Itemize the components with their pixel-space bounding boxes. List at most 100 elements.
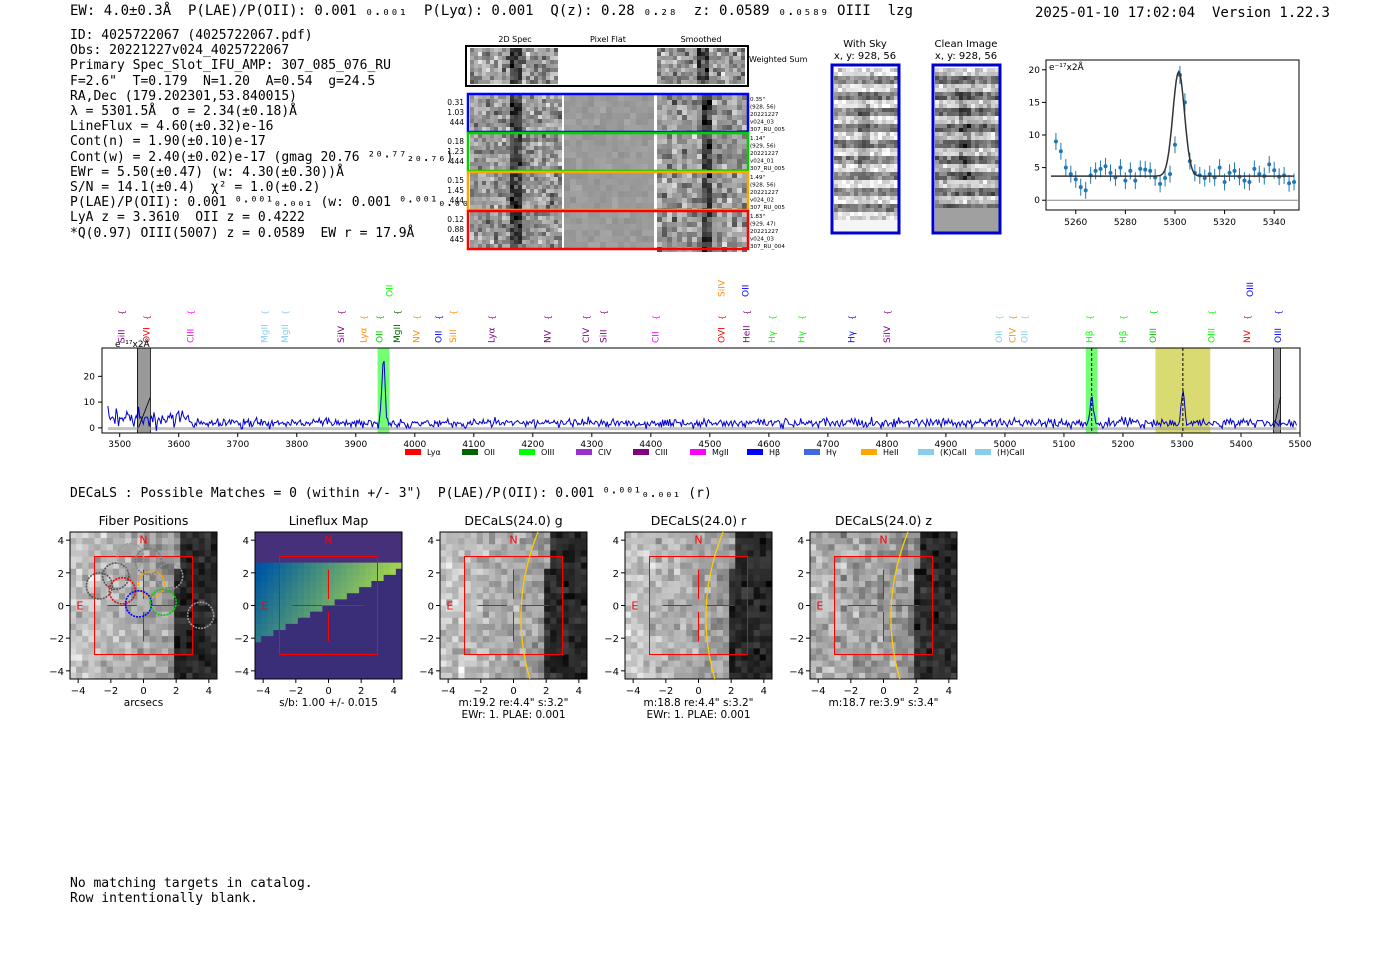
sky-pixel: [878, 188, 882, 192]
stamp-pixel: [618, 140, 624, 146]
stamp-pixel: [594, 95, 600, 101]
image-pixel: [210, 568, 218, 576]
stamp-pixel: [669, 56, 673, 60]
image-pixel: [119, 538, 126, 545]
stamp-pixel: [722, 188, 727, 193]
stamp-pixel: [702, 193, 707, 198]
sky-pixel: [955, 156, 959, 160]
stamp-pixel: [624, 236, 630, 242]
stamp-pixel: [506, 123, 510, 127]
stamp-pixel: [624, 125, 630, 131]
stamp-pixel: [522, 185, 526, 189]
image-pixel: [186, 605, 193, 613]
stamp-pixel: [554, 185, 558, 189]
stamp-pixel: [712, 159, 717, 164]
stamp-pixel: [737, 212, 742, 217]
stamp-pixel: [742, 95, 747, 100]
sky-pixel: [939, 124, 943, 128]
image-pixel: [210, 666, 218, 674]
sky-pixel: [858, 84, 862, 88]
stamp-pixel: [737, 56, 741, 60]
sky-pixel: [991, 224, 995, 228]
image-pixel: [261, 556, 268, 564]
stamp-pixel: [474, 99, 478, 103]
sky-pixel: [858, 200, 862, 204]
stamp-pixel: [712, 149, 717, 154]
sky-pixel: [983, 228, 987, 232]
image-pixel: [204, 550, 212, 557]
image-pixel: [125, 630, 132, 637]
stamp-pixel: [667, 154, 672, 159]
stamp-pixel: [707, 188, 712, 193]
stamp-pixel: [732, 183, 737, 188]
sky-pixel: [858, 168, 862, 172]
sky-pixel: [979, 204, 983, 208]
sky-pixel: [947, 188, 951, 192]
stamp-pixel: [522, 212, 526, 216]
stamp-pixel: [707, 217, 712, 222]
sky-pixel: [882, 68, 886, 72]
sky-pixel: [955, 120, 959, 124]
stamp-pixel: [482, 52, 486, 56]
sky-pixel: [854, 228, 858, 232]
image-pixel: [210, 544, 218, 551]
stamp-pixel: [494, 232, 498, 236]
sky-pixel: [971, 112, 975, 116]
image-pixel: [328, 611, 336, 619]
sky-pixel: [854, 92, 858, 96]
stamp-pixel: [687, 134, 692, 139]
sky-pixel: [886, 180, 890, 184]
image-pixel: [192, 562, 200, 570]
sky-pixel: [947, 224, 951, 228]
stamp-pixel: [732, 203, 737, 208]
image-pixel: [204, 599, 212, 606]
spectrum-masked-hatch: [137, 396, 151, 431]
sky-pixel: [963, 148, 967, 152]
image-pixel: [353, 568, 360, 576]
stamp-pixel: [662, 217, 667, 222]
sky-pixel: [959, 208, 963, 212]
stamp-pixel: [564, 95, 570, 101]
image-pixel: [395, 660, 403, 668]
sky-pixel: [979, 216, 983, 220]
sky-pixel: [882, 120, 886, 124]
sky-pixel: [951, 172, 955, 176]
stamp-pixel: [636, 119, 642, 125]
stamp-pixel: [502, 56, 506, 60]
image-pixel: [322, 562, 329, 570]
sky-pixel: [878, 136, 882, 140]
stamp-pixel: [518, 80, 522, 84]
sky-pixel: [842, 80, 846, 84]
stamp-pixel: [742, 203, 747, 208]
spectrum-line-marker-brace: {: [337, 310, 346, 315]
stamp-pixel: [474, 181, 478, 185]
stamp-pixel: [682, 188, 687, 193]
sky-pixel: [882, 184, 886, 188]
sky-pixel: [987, 80, 991, 84]
stamp-pixel: [709, 80, 713, 84]
stamp-pixel: [510, 162, 514, 166]
image-pixel: [297, 538, 305, 545]
stamp-pixel: [717, 193, 722, 198]
stamp-pixel: [717, 217, 722, 222]
stamp-pixel: [727, 178, 732, 183]
image-pixel: [377, 568, 385, 576]
stamp-pixel: [712, 183, 717, 188]
stamp-pixel: [514, 189, 518, 193]
image-pixel: [322, 630, 329, 637]
stamp-pixel: [665, 76, 669, 80]
image-pixel: [174, 617, 181, 625]
sky-pixel: [894, 112, 898, 116]
cutout-row-left-label: 0.88: [447, 225, 464, 234]
stamp-pixel: [518, 216, 522, 220]
stamp-pixel: [682, 237, 687, 242]
sky-pixel: [975, 92, 979, 96]
image-pixel: [161, 599, 169, 606]
sky-pixel: [951, 124, 955, 128]
stamp-pixel: [534, 119, 538, 123]
image-pixel: [346, 642, 354, 649]
image-pixel: [149, 544, 157, 551]
stamp-pixel: [669, 68, 673, 72]
